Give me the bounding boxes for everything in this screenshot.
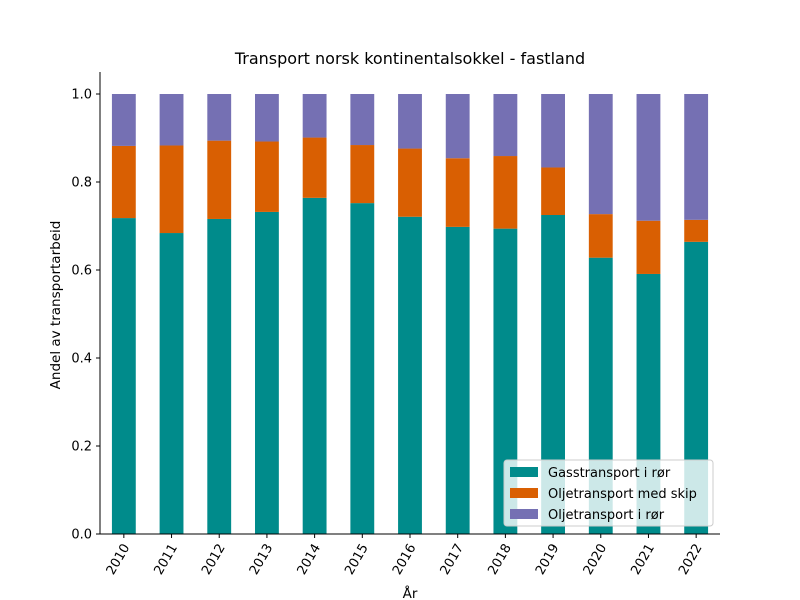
bar-2013-series-1 [255, 141, 279, 212]
chart-title: Transport norsk kontinentalsokkel - fast… [234, 49, 585, 68]
bar-2011-series-2 [159, 94, 184, 146]
bar-2013-series-0 [255, 211, 279, 535]
y-tick-label: 0.4 [71, 352, 92, 367]
bars-group [111, 94, 709, 535]
bar-2017-series-0 [445, 226, 470, 534]
x-tick-label: 2011 [151, 542, 181, 578]
bar-2020-series-1 [588, 214, 613, 258]
bar-2014-series-2 [302, 94, 327, 138]
bar-2011-series-0 [159, 233, 184, 535]
legend-label-1: Oljetransport med skip [548, 487, 697, 502]
legend-swatch-2 [510, 509, 538, 519]
bar-2021-series-1 [636, 220, 661, 274]
bar-2019-series-0 [541, 215, 565, 534]
bar-2022-series-2 [684, 94, 709, 220]
bar-2010-series-2 [111, 94, 136, 146]
x-tick-label: 2021 [628, 542, 658, 578]
x-axis-label: År [403, 585, 418, 600]
bar-2016-series-1 [398, 148, 422, 217]
bar-2021-series-2 [636, 94, 661, 221]
y-axis-label: Andel av transportarbeid [48, 221, 64, 390]
x-tick-label: 2022 [676, 542, 706, 578]
bar-2018-series-1 [493, 156, 518, 229]
bar-2016-series-2 [398, 94, 422, 149]
bar-2015-series-0 [350, 203, 375, 534]
y-tick-label: 0.2 [71, 440, 92, 455]
bar-2018-series-0 [493, 228, 518, 534]
bar-2022-series-1 [684, 219, 709, 242]
bar-2019-series-2 [541, 94, 565, 168]
x-tick-label: 2016 [390, 542, 420, 578]
legend-label-0: Gasstransport i rør [548, 466, 671, 481]
x-tick-label: 2010 [104, 542, 134, 578]
y-tick-label: 0.6 [71, 264, 92, 279]
legend-box [503, 459, 714, 527]
x-tick-label: 2014 [295, 542, 325, 578]
bar-2015-series-2 [350, 94, 375, 146]
bar-2016-series-0 [398, 216, 422, 534]
bar-2012-series-0 [207, 218, 232, 534]
bar-2012-series-2 [207, 94, 232, 141]
legend: Gasstransport i rør Oljetransport med ski… [503, 459, 714, 527]
y-tick-label: 1.0 [71, 88, 92, 103]
bar-2014-series-1 [302, 137, 327, 198]
bar-2011-series-1 [159, 145, 184, 234]
x-tick-label: 2015 [342, 542, 372, 578]
bar-2010-series-0 [111, 218, 136, 534]
bar-2020-series-2 [588, 94, 613, 215]
x-tick-label: 2018 [485, 542, 515, 578]
bar-2013-series-2 [255, 94, 279, 142]
legend-swatch-0 [510, 467, 538, 477]
x-tick-label: 2012 [199, 542, 229, 578]
legend-swatch-1 [510, 488, 538, 498]
bar-2019-series-1 [541, 167, 565, 215]
bar-2018-series-2 [493, 94, 518, 157]
x-tick-label: 2019 [533, 542, 563, 578]
bar-2015-series-1 [350, 145, 375, 204]
y-tick-label: 0.8 [71, 176, 92, 191]
bar-2017-series-1 [445, 158, 470, 227]
bar-2012-series-1 [207, 140, 232, 219]
x-tick-label: 2013 [247, 542, 277, 578]
bar-2017-series-2 [445, 94, 470, 159]
bar-2014-series-0 [302, 197, 327, 534]
legend-label-2: Oljetransport i rør [548, 508, 665, 523]
x-tick-label: 2017 [438, 542, 468, 578]
y-tick-label: 0.0 [71, 528, 92, 543]
x-tick-label: 2020 [581, 542, 611, 578]
bar-2010-series-1 [111, 145, 136, 219]
